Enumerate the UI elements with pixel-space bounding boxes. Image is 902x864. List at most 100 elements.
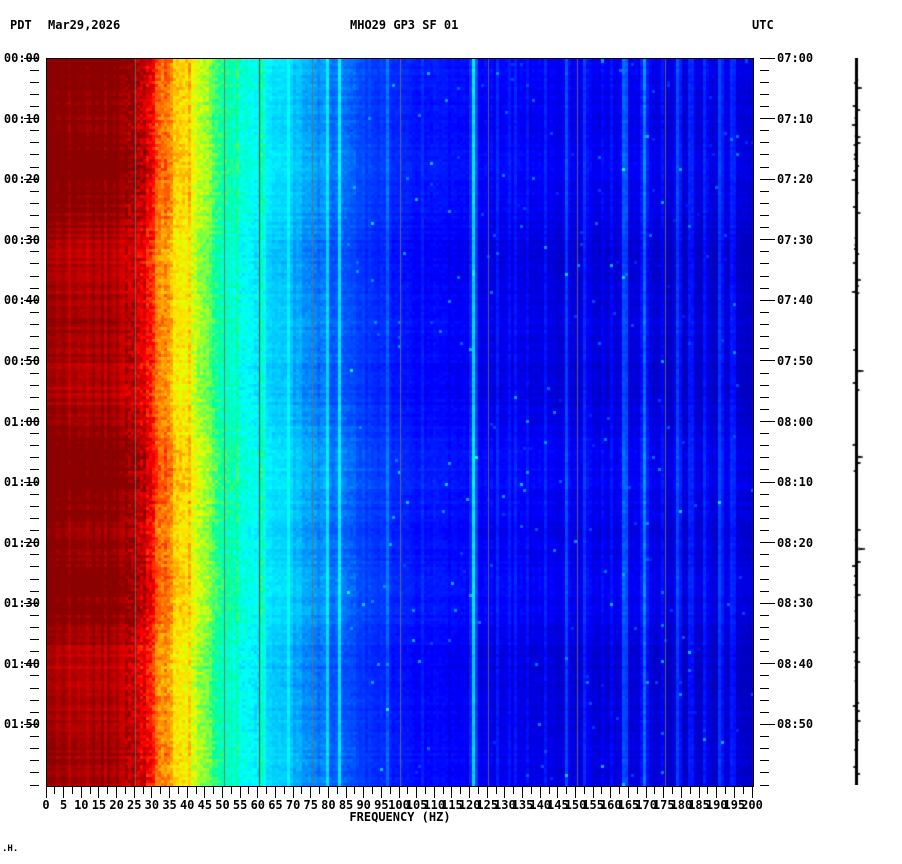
axis-minor-tick bbox=[30, 626, 39, 628]
axis-major-tick bbox=[24, 602, 39, 604]
frequency-minor-tick bbox=[327, 787, 329, 794]
axis-major-tick bbox=[760, 118, 775, 120]
axis-minor-tick bbox=[30, 408, 39, 410]
frequency-minor-tick bbox=[548, 787, 550, 794]
axis-minor-tick bbox=[30, 590, 39, 592]
frequency-minor-tick bbox=[133, 787, 135, 794]
frequency-minor-tick bbox=[266, 787, 268, 794]
axis-major-tick bbox=[24, 421, 39, 422]
axis-minor-tick bbox=[30, 324, 39, 326]
axis-major-tick bbox=[760, 481, 775, 483]
axis-minor-tick bbox=[760, 154, 769, 156]
frequency-minor-tick bbox=[522, 787, 524, 794]
frequency-major-tick bbox=[663, 787, 665, 798]
time-tick-label: 08:50 bbox=[777, 717, 814, 732]
frequency-minor-tick bbox=[672, 787, 674, 794]
frequency-major-tick bbox=[380, 787, 382, 798]
axis-minor-tick bbox=[760, 190, 769, 192]
frequency-minor-tick bbox=[345, 787, 347, 794]
frequency-major-tick bbox=[469, 787, 471, 798]
frequency-minor-tick bbox=[151, 787, 153, 794]
frequency-major-tick bbox=[451, 787, 453, 798]
axis-minor-tick bbox=[760, 663, 769, 665]
frequency-major-tick bbox=[151, 787, 153, 798]
axis-major-tick bbox=[24, 360, 39, 362]
frequency-minor-tick bbox=[504, 787, 506, 794]
axis-minor-tick bbox=[30, 542, 39, 544]
frequency-minor-tick bbox=[716, 787, 718, 794]
frequency-minor-tick bbox=[725, 787, 727, 794]
frequency-major-tick bbox=[222, 787, 223, 798]
frequency-minor-tick bbox=[45, 787, 47, 794]
frequency-minor-tick bbox=[274, 787, 276, 794]
axis-minor-tick bbox=[760, 239, 769, 241]
axis-minor-tick bbox=[30, 445, 39, 447]
axis-major-tick bbox=[24, 481, 39, 483]
frequency-minor-tick bbox=[222, 787, 223, 794]
frequency-major-tick bbox=[98, 787, 100, 798]
axis-minor-tick bbox=[760, 566, 769, 568]
axis-minor-tick bbox=[30, 178, 39, 180]
axis-minor-tick bbox=[760, 178, 769, 180]
axis-minor-tick bbox=[30, 578, 39, 580]
frequency-minor-tick bbox=[98, 787, 100, 794]
frequency-major-tick bbox=[610, 787, 612, 798]
axis-major-tick bbox=[24, 57, 39, 59]
axis-minor-tick bbox=[760, 711, 769, 713]
axis-minor-tick bbox=[30, 69, 39, 71]
frequency-major-tick bbox=[133, 787, 135, 798]
frequency-minor-tick bbox=[663, 787, 665, 794]
frequency-major-tick bbox=[257, 787, 259, 798]
frequency-minor-tick bbox=[433, 787, 435, 794]
frequency-major-tick bbox=[592, 787, 594, 798]
spectrogram-plot[interactable] bbox=[46, 58, 754, 787]
axis-minor-tick bbox=[760, 118, 769, 120]
axis-minor-tick bbox=[30, 469, 39, 471]
axis-minor-tick bbox=[760, 324, 769, 326]
axis-minor-tick bbox=[30, 651, 39, 653]
seismogram-trace-canvas bbox=[828, 58, 884, 785]
axis-minor-tick bbox=[30, 336, 39, 338]
axis-major-tick bbox=[24, 542, 39, 544]
axis-minor-tick bbox=[760, 433, 769, 435]
frequency-minor-tick bbox=[486, 787, 488, 794]
time-tick-label: 00:10 bbox=[3, 111, 40, 126]
axis-minor-tick bbox=[30, 675, 39, 677]
frequency-major-tick bbox=[486, 787, 488, 798]
axis-minor-tick bbox=[760, 505, 769, 507]
frequency-minor-tick bbox=[442, 787, 444, 794]
axis-minor-tick bbox=[760, 614, 769, 616]
axis-minor-tick bbox=[760, 57, 769, 59]
frequency-minor-tick bbox=[372, 787, 374, 794]
axis-minor-tick bbox=[30, 505, 39, 507]
axis-major-tick bbox=[760, 602, 775, 604]
frequency-minor-tick bbox=[230, 787, 232, 794]
frequency-major-tick bbox=[345, 787, 347, 798]
corner-artifact-mark: .H. bbox=[2, 844, 19, 854]
frequency-major-tick bbox=[416, 787, 418, 798]
header-timezone-utc: UTC bbox=[752, 18, 774, 32]
frequency-minor-tick bbox=[336, 787, 338, 794]
time-tick-label: 00:50 bbox=[3, 353, 40, 368]
axis-minor-tick bbox=[760, 687, 769, 689]
time-tick-label: 07:50 bbox=[777, 353, 814, 368]
axis-minor-tick bbox=[30, 614, 39, 616]
axis-minor-tick bbox=[760, 421, 769, 422]
frequency-minor-tick bbox=[116, 787, 118, 794]
frequency-minor-tick bbox=[363, 787, 365, 794]
axis-minor-tick bbox=[760, 578, 769, 580]
frequency-minor-tick bbox=[195, 787, 197, 794]
frequency-major-tick bbox=[680, 787, 682, 798]
time-tick-label: 01:40 bbox=[3, 656, 40, 671]
axis-major-tick bbox=[760, 421, 775, 422]
axis-major-tick bbox=[760, 178, 775, 180]
frequency-minor-tick bbox=[177, 787, 179, 794]
axis-minor-tick bbox=[30, 663, 39, 665]
frequency-major-tick bbox=[274, 787, 276, 798]
axis-minor-tick bbox=[30, 760, 39, 762]
frequency-major-tick bbox=[539, 787, 541, 798]
axis-minor-tick bbox=[30, 372, 39, 374]
frequency-major-tick bbox=[63, 787, 65, 798]
axis-minor-tick bbox=[30, 736, 39, 738]
frequency-minor-tick bbox=[645, 787, 647, 794]
